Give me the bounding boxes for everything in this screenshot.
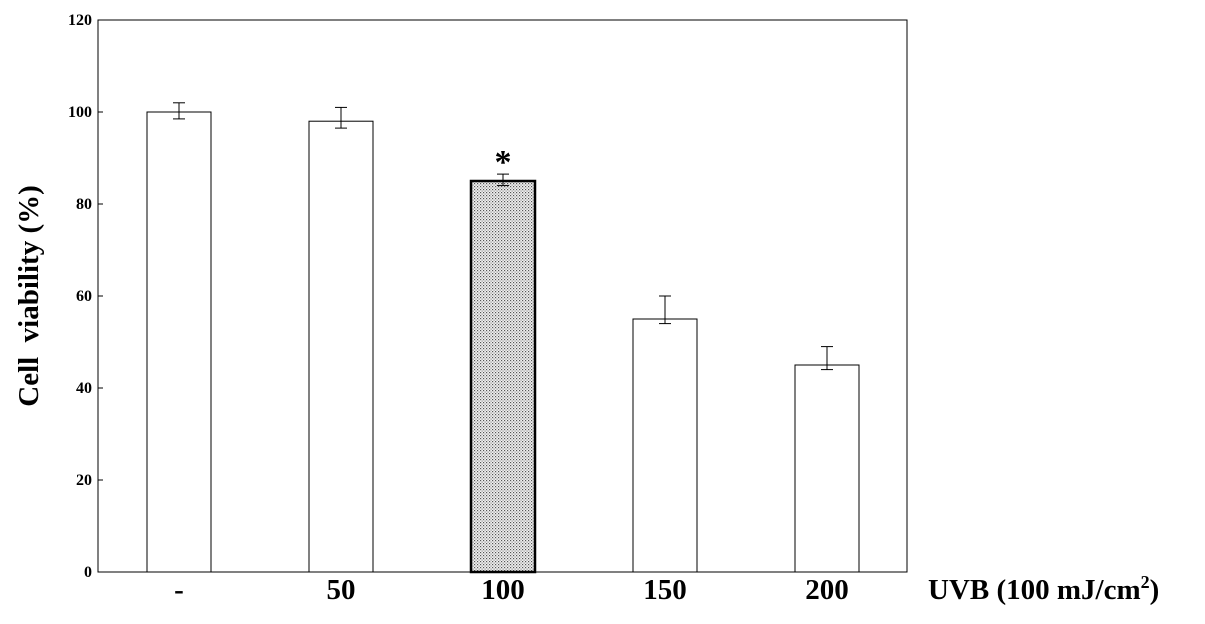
bar xyxy=(146,111,212,573)
x-tick-label: 50 xyxy=(327,574,356,606)
y-tick-label: 20 xyxy=(76,472,92,489)
x-axis-title-tail: ) xyxy=(1150,574,1160,606)
y-tick-label: 40 xyxy=(76,380,92,397)
significance-asterisk: * xyxy=(495,144,512,181)
bars-group xyxy=(146,111,860,574)
x-axis-title-sup: 2 xyxy=(1141,572,1150,592)
x-tick-label: 100 xyxy=(481,574,525,606)
x-tick-label: 150 xyxy=(643,574,687,606)
bar xyxy=(794,364,860,573)
x-tick-label: - xyxy=(174,574,184,606)
y-tick-label: 80 xyxy=(76,196,92,213)
annotations-group: * xyxy=(495,144,512,181)
bar xyxy=(469,179,537,574)
y-tick-label: 100 xyxy=(68,104,92,121)
x-axis-title-main: UVB (100 mJ/cm xyxy=(928,574,1141,606)
y-tick-label: 0 xyxy=(84,564,92,581)
bar xyxy=(308,120,374,573)
y-axis-title: Cell viability (%) xyxy=(13,185,45,407)
bar xyxy=(632,318,698,573)
x-tick-label: 200 xyxy=(805,574,849,606)
y-tick-label: 120 xyxy=(68,12,92,29)
y-tick-label: 60 xyxy=(76,288,92,305)
error-bars-group xyxy=(173,102,833,371)
x-axis-title: UVB (100 mJ/cm2) xyxy=(928,572,1159,606)
y-axis: 0 20 40 60 80 100 120 xyxy=(68,12,103,581)
x-axis-labels: - 50 100 150 200 xyxy=(174,574,849,606)
